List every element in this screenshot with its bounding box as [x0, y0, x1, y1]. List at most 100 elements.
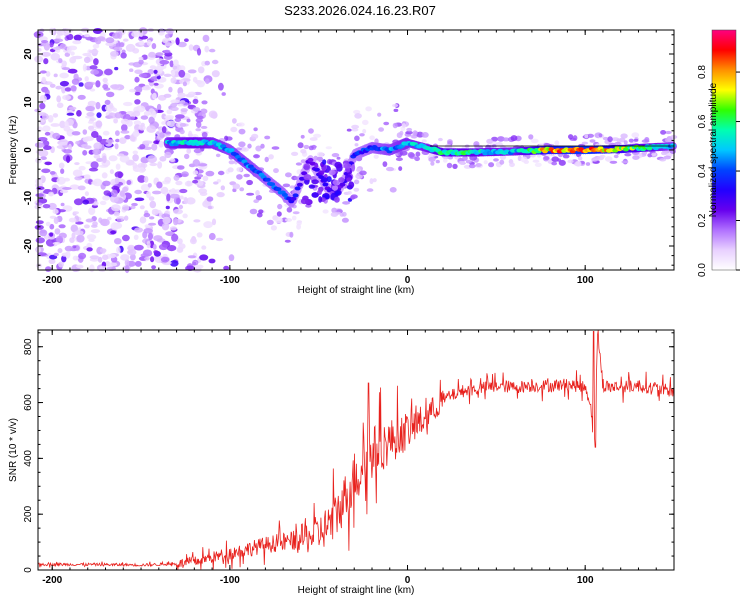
halo-blob	[362, 119, 369, 126]
halo-blob	[238, 141, 246, 148]
halo-blob	[386, 166, 394, 172]
noise-blob	[137, 162, 148, 169]
noise-blob	[102, 77, 108, 83]
noise-blob	[138, 59, 144, 65]
noise-blob	[203, 221, 213, 229]
noise-blob	[154, 255, 164, 264]
noise-blob	[55, 235, 64, 243]
noise-blob	[120, 52, 127, 59]
noise-blob	[184, 38, 189, 42]
halo-blob	[483, 160, 488, 165]
halo-blob	[251, 133, 259, 140]
noise-blob	[173, 217, 179, 226]
noise-blob	[138, 167, 146, 173]
noise-blob	[140, 115, 149, 120]
noise-blob	[197, 66, 205, 74]
halo-blob	[607, 136, 613, 143]
noise-blob	[114, 143, 119, 150]
noise-blob	[97, 256, 103, 263]
halo-blob	[382, 161, 388, 168]
colorbar-ticks: 0.0 0.2 0.4 0.6 0.8	[697, 65, 740, 277]
noise-blob	[166, 109, 173, 115]
halo-blob	[415, 151, 421, 157]
noise-blob	[164, 34, 170, 39]
noise-blob	[109, 169, 114, 175]
x-tick-label: 0	[405, 275, 411, 286]
noise-blob	[143, 212, 151, 218]
cluster-blob	[308, 184, 316, 189]
noise-blob	[93, 58, 99, 66]
halo-blob	[187, 104, 193, 108]
halo-blob	[392, 122, 398, 129]
halo-blob	[264, 156, 269, 163]
noise-blob	[122, 234, 130, 242]
halo-blob	[462, 155, 468, 161]
noise-blob	[121, 124, 128, 132]
noise-blob	[153, 140, 160, 145]
noise-blob	[147, 183, 152, 188]
noise-blob	[140, 122, 145, 127]
noise-blob	[120, 130, 130, 134]
noise-blob	[108, 253, 116, 259]
noise-blob	[177, 92, 186, 99]
halo-blob	[192, 98, 199, 104]
halo-blob	[621, 160, 629, 164]
noise-blob	[127, 249, 137, 256]
noise-blob	[216, 192, 225, 198]
noise-blob	[130, 253, 136, 261]
cluster-blob	[328, 169, 336, 176]
x-tick-label: -100	[220, 575, 240, 586]
noise-blob	[208, 232, 216, 241]
halo-blob	[275, 217, 283, 224]
halo-blob	[187, 133, 194, 137]
noise-blob	[139, 205, 145, 210]
halo-blob	[359, 170, 367, 176]
noise-blob	[72, 255, 79, 261]
halo-blob	[575, 160, 582, 167]
noise-blob	[179, 129, 185, 135]
noise-blob	[53, 73, 58, 78]
noise-blob	[164, 151, 172, 159]
halo-blob	[359, 133, 365, 137]
noise-blob	[192, 261, 197, 266]
halo-blob	[599, 154, 606, 158]
halo-blob	[228, 160, 235, 165]
noise-blob	[159, 156, 167, 162]
snr-y-label: SNR (10 * v/v)	[8, 418, 19, 482]
noise-blob	[115, 138, 120, 143]
cluster-blob	[332, 179, 340, 186]
noise-blob	[55, 85, 62, 90]
spectrogram-x-ticks: -200 -100 0 100	[42, 30, 675, 286]
noise-blob	[119, 42, 125, 48]
halo-blob	[468, 164, 476, 169]
noise-blob	[49, 223, 55, 230]
halo-blob	[325, 146, 332, 150]
noise-blob	[50, 53, 60, 61]
halo-blob	[632, 155, 640, 161]
noise-blob	[87, 100, 97, 106]
noise-blob	[48, 202, 57, 210]
cluster-blob	[311, 192, 319, 198]
halo-blob	[289, 185, 296, 189]
halo-blob	[300, 134, 305, 139]
noise-blob	[201, 245, 207, 250]
halo-blob	[465, 159, 472, 164]
noise-blob	[139, 144, 146, 150]
noise-blob	[221, 92, 226, 96]
noise-blob	[93, 142, 103, 150]
noise-blob	[114, 66, 119, 71]
halo-blob	[169, 158, 176, 163]
halo-blob	[395, 157, 403, 162]
colorbar-label: Normalized spectral amplitude	[708, 82, 719, 217]
halo-blob	[236, 174, 243, 180]
halo-blob	[430, 161, 435, 166]
noise-blob	[58, 162, 65, 169]
noise-blob	[67, 68, 78, 74]
noise-blob	[84, 136, 94, 142]
halo-blob	[353, 109, 361, 115]
noise-blob	[59, 72, 69, 79]
noise-blob	[88, 207, 96, 216]
noise-blob	[35, 237, 45, 244]
halo-blob	[528, 134, 534, 140]
